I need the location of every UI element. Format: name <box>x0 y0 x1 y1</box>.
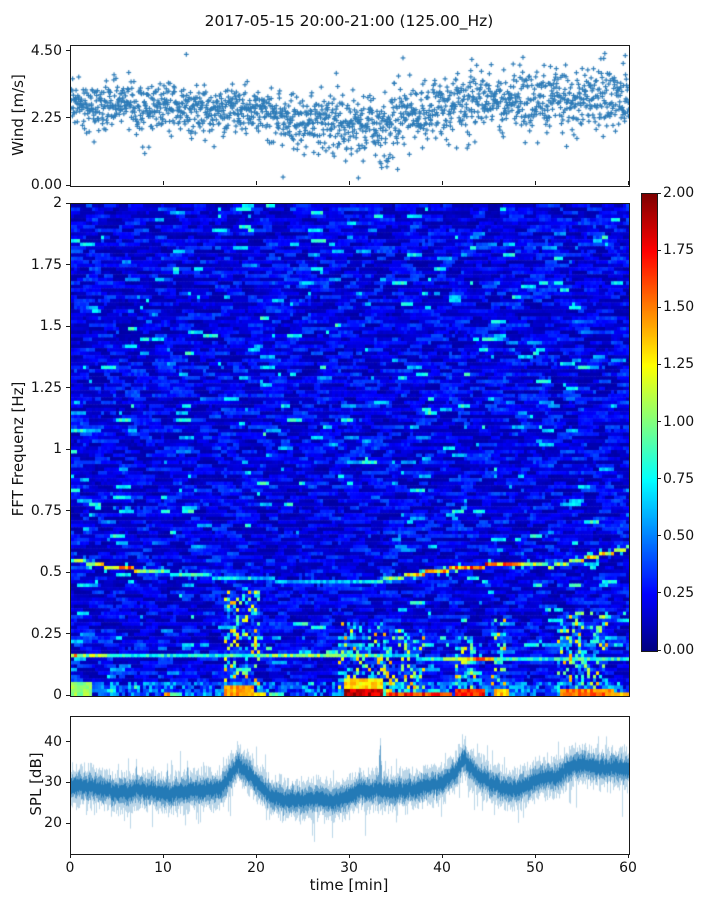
spl-xtick-label: 40 <box>433 860 451 876</box>
spectrogram-ytick-label: 1.5 <box>39 318 62 334</box>
colorbar-tick-label: 2.00 <box>663 185 695 201</box>
spectrogram-ytick-mark <box>66 387 70 388</box>
spectrogram-ytick-mark <box>66 448 70 450</box>
spl-ytick-mark <box>66 781 70 783</box>
colorbar-tick-label: 0.50 <box>663 527 695 544</box>
colorbar-tick-mark <box>657 535 661 537</box>
colorbar-tick-label: 1.50 <box>663 299 695 316</box>
spectrogram-ytick-label: 0 <box>53 687 62 703</box>
spl-xtick-mark <box>162 854 164 858</box>
wind-ytick-label: 4.50 <box>30 42 62 59</box>
spectrogram-ytick-mark <box>66 510 70 511</box>
spectrogram-ytick-label: 0.25 <box>30 625 62 642</box>
spectrogram-ytick-mark <box>66 571 70 573</box>
colorbar-tick-mark <box>657 649 661 651</box>
colorbar <box>641 193 658 652</box>
spectrogram-ytick-label: 1.75 <box>30 256 62 273</box>
spectrogram-heatmap-canvas <box>71 204 629 696</box>
spectrogram-ytick-label: 0.5 <box>39 564 62 580</box>
spl-ytick-label: 30 <box>44 774 62 791</box>
spl-xtick-mark <box>441 854 443 858</box>
spl-ytick-mark <box>66 822 70 824</box>
wind-panel <box>70 45 630 187</box>
spectrogram-ytick-mark <box>66 202 70 204</box>
wind-xtick-mark <box>255 181 257 185</box>
colorbar-tick-label: 0.00 <box>663 642 695 658</box>
wind-ytick-mark <box>66 50 70 52</box>
wind-xtick-mark <box>534 181 536 185</box>
spectrogram-ytick-label: 1.25 <box>30 379 62 396</box>
colorbar-tick-label: 1.25 <box>663 356 695 373</box>
spl-xtick-label: 60 <box>619 860 637 876</box>
spl-ytick-label: 40 <box>44 733 62 750</box>
colorbar-tick-label: 0.75 <box>663 470 695 487</box>
spl-xtick-mark <box>69 854 71 858</box>
wind-scatter-canvas <box>71 46 629 186</box>
spl-xtick-mark <box>255 854 257 858</box>
colorbar-tick-mark <box>657 478 661 480</box>
colorbar-tick-label: 1.75 <box>663 242 695 259</box>
colorbar-tick-mark <box>657 363 661 365</box>
wind-xtick-mark <box>69 181 71 185</box>
wind-xtick-mark <box>162 181 164 185</box>
spl-xtick-label: 10 <box>154 860 172 876</box>
spl-xtick-label: 20 <box>247 860 265 876</box>
figure-title: 2017-05-15 20:00-21:00 (125.00_Hz) <box>204 12 494 30</box>
spectrogram-ytick-label: 1 <box>53 441 62 457</box>
spl-xtick-label: 50 <box>526 860 544 876</box>
wind-ytick-label: 0.00 <box>30 177 62 193</box>
spl-xtick-mark <box>348 854 350 858</box>
spectrogram-ytick-label: 2 <box>53 195 62 211</box>
spectrogram-ytick-mark <box>66 325 70 327</box>
wind-xtick-mark <box>348 181 350 185</box>
colorbar-gradient-canvas <box>642 194 657 651</box>
spl-xtick-label: 30 <box>340 860 358 876</box>
spectrogram-ytick-mark <box>66 694 70 696</box>
wind-ytick-label: 2.25 <box>30 109 62 126</box>
colorbar-tick-label: 1.00 <box>663 413 695 430</box>
spl-ytick-label: 20 <box>44 815 62 831</box>
colorbar-tick-mark <box>657 192 661 194</box>
colorbar-tick-label: 0.25 <box>663 584 695 601</box>
spectrogram-ytick-label: 0.75 <box>30 502 62 519</box>
time-axis-label: time [min] <box>309 876 389 894</box>
spl-xtick-mark <box>627 854 629 858</box>
spectrogram-panel <box>70 203 630 697</box>
spectrogram-ytick-mark <box>66 633 70 634</box>
spl-xtick-mark <box>534 854 536 858</box>
wind-ytick-mark <box>66 117 70 119</box>
colorbar-tick-mark <box>657 306 661 308</box>
wind-xtick-mark <box>441 181 443 185</box>
colorbar-tick-mark <box>657 249 661 251</box>
spectrogram-ytick-mark <box>66 264 70 265</box>
spl-panel <box>70 716 630 855</box>
wind-ytick-mark <box>66 184 70 186</box>
wind-xtick-mark <box>627 181 629 185</box>
colorbar-tick-mark <box>657 421 661 422</box>
spl-xtick-label: 0 <box>65 860 75 876</box>
spl-line-canvas <box>71 717 629 854</box>
spl-ytick-mark <box>66 741 70 743</box>
colorbar-tick-mark <box>657 592 661 594</box>
